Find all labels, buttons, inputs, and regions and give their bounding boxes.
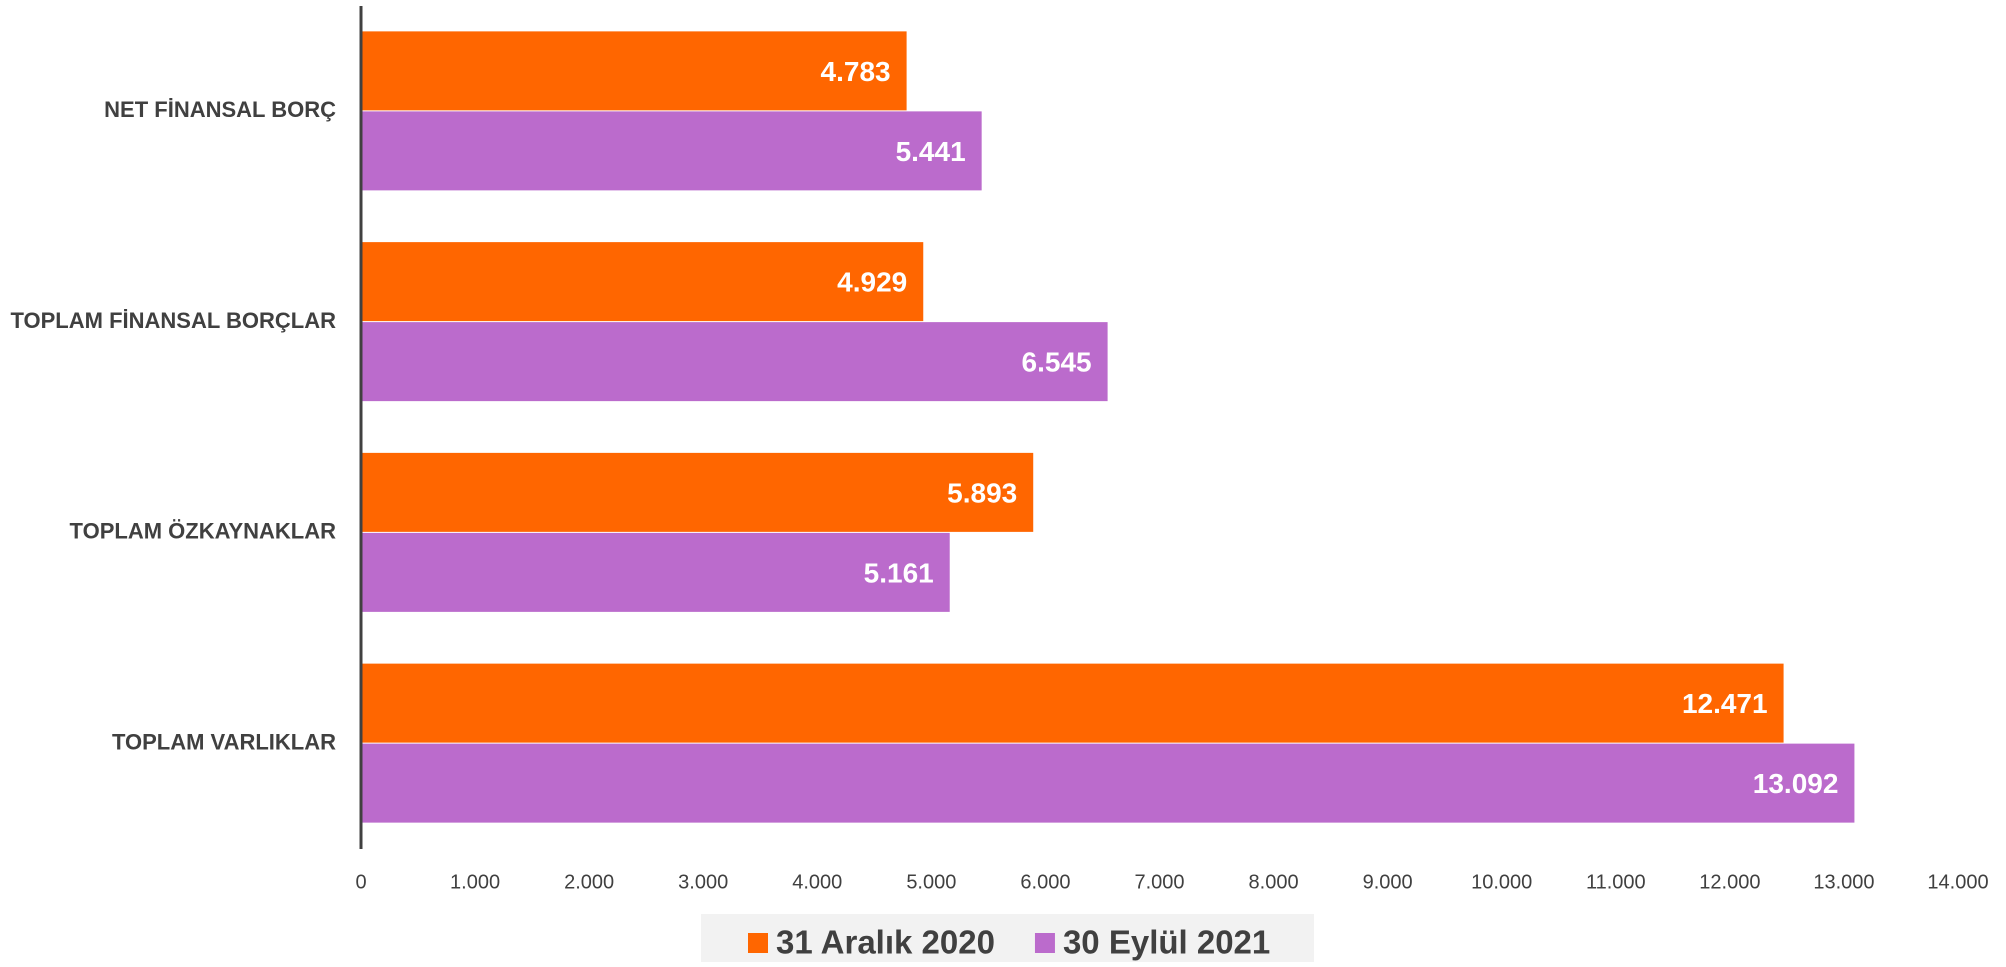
- x-tick-label: 0: [355, 871, 366, 893]
- x-tick-label: 14.000: [1927, 871, 1988, 893]
- bar: [361, 452, 1034, 532]
- data-label: 6.545: [1022, 347, 1092, 378]
- x-tick-label: 2.000: [564, 871, 614, 893]
- x-tick-label: 1.000: [450, 871, 500, 893]
- data-label: 4.929: [837, 267, 907, 298]
- data-label: 4.783: [821, 56, 891, 87]
- bar: [361, 322, 1108, 402]
- bar: [361, 532, 950, 612]
- x-tick-label: 4.000: [792, 871, 842, 893]
- legend-box: [701, 914, 1314, 962]
- legend-swatch: [748, 933, 768, 953]
- category-label: NET FİNANSAL BORÇ: [104, 97, 336, 122]
- legend-label: 30 Eylül 2021: [1063, 924, 1270, 961]
- x-tick-label: 3.000: [678, 871, 728, 893]
- x-tick-label: 6.000: [1020, 871, 1070, 893]
- data-label: 5.893: [947, 477, 1017, 508]
- data-label: 5.441: [896, 136, 966, 167]
- x-tick-label: 9.000: [1363, 871, 1413, 893]
- category-label: TOPLAM ÖZKAYNAKLAR: [70, 519, 337, 544]
- data-label: 12.471: [1682, 688, 1768, 719]
- x-tick-label: 11.000: [1586, 871, 1646, 893]
- x-tick-label: 8.000: [1249, 871, 1299, 893]
- bar: [361, 111, 982, 191]
- category-label: TOPLAM FİNANSAL BORÇLAR: [10, 308, 336, 333]
- x-tick-label: 7.000: [1134, 871, 1184, 893]
- bar: [361, 31, 907, 111]
- bar: [361, 743, 1855, 823]
- bar: [361, 242, 924, 322]
- x-tick-label: 10.000: [1471, 871, 1532, 893]
- bar: [361, 663, 1784, 743]
- x-tick-label: 13.000: [1813, 871, 1874, 893]
- legend-swatch: [1034, 933, 1055, 953]
- x-tick-label: 5.000: [906, 871, 956, 893]
- legend-label: 31 Aralık 2020: [776, 924, 995, 961]
- category-label: TOPLAM VARLIKLAR: [112, 729, 336, 754]
- data-label: 13.092: [1753, 768, 1839, 799]
- x-tick-label: 12.000: [1699, 871, 1760, 893]
- data-label: 5.161: [864, 557, 934, 588]
